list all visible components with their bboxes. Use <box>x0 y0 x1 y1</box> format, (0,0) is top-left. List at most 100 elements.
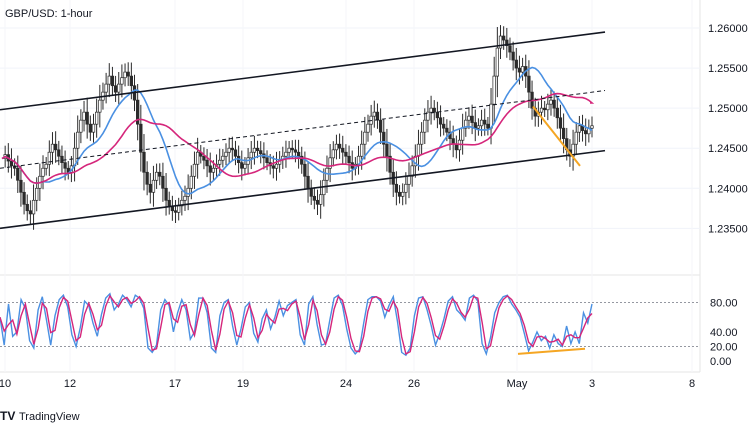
candle-body <box>120 77 124 85</box>
candle-body <box>113 85 118 93</box>
candle-body <box>372 111 376 117</box>
candle-body <box>337 143 342 149</box>
time-tick-label: 3 <box>589 378 595 390</box>
candle-body <box>107 75 111 85</box>
candle-body <box>315 199 320 205</box>
candle-body <box>139 123 143 153</box>
candle-body <box>173 210 178 213</box>
candle-body <box>511 51 515 61</box>
candle-body <box>539 107 544 113</box>
candle-body <box>505 39 509 47</box>
candle-body <box>296 151 301 157</box>
candle-body <box>312 195 317 201</box>
candle-body <box>233 149 238 157</box>
channel-lower-line <box>0 149 606 230</box>
candle-body <box>148 183 152 193</box>
candle-body <box>546 103 550 111</box>
candle-body <box>438 117 443 125</box>
oscillator-pane <box>0 292 700 357</box>
candle-body <box>205 159 209 167</box>
axes: 1.26000 1.25500 1.25000 1.24500 1.24000 1.235… <box>0 23 748 390</box>
candle-body <box>271 165 275 169</box>
chart-title: GBP/USD: 1-hour <box>5 8 93 20</box>
candle-body <box>426 111 430 121</box>
oscillator-tick-label: 80.00 <box>710 298 738 310</box>
candle-body <box>98 99 102 113</box>
candle-body <box>161 175 165 189</box>
candle-body <box>435 111 440 119</box>
price-tick-label: 1.25500 <box>708 63 748 75</box>
channel-mid-line <box>0 90 606 169</box>
candle-body <box>483 119 487 125</box>
candle-body <box>164 187 168 201</box>
candle-body <box>363 131 367 145</box>
candle-body <box>460 127 465 141</box>
candle-body <box>28 210 33 215</box>
candle-body <box>104 83 108 93</box>
time-tick-label: 17 <box>169 378 181 390</box>
candle-body <box>95 111 99 125</box>
candle-body <box>189 175 193 189</box>
candle-body <box>293 149 298 153</box>
candle-body <box>145 171 149 185</box>
candle-body <box>416 143 421 157</box>
candle-body <box>16 167 20 181</box>
candle-body <box>158 171 162 177</box>
candle-body <box>473 122 477 129</box>
candle-body <box>454 143 458 151</box>
candle-body <box>498 35 503 49</box>
time-tick-label: 8 <box>689 378 695 390</box>
candle-body <box>555 107 559 119</box>
candle-body <box>91 123 96 133</box>
price-trendline <box>532 105 581 167</box>
candle-body <box>303 163 307 177</box>
candle-body <box>404 183 408 193</box>
tradingview-logo: TV TradingView <box>0 409 80 423</box>
candle-body <box>334 143 339 151</box>
candle-body <box>211 167 216 173</box>
candle-body <box>177 205 181 213</box>
candle-body <box>331 149 335 159</box>
candle-body <box>22 191 26 205</box>
price-tick-label: 1.24000 <box>708 183 748 195</box>
candle-body <box>558 117 563 129</box>
candle-body <box>123 71 127 79</box>
candle-body <box>470 115 474 123</box>
candle-body <box>590 125 594 129</box>
tradingview-logo-text: TradingView <box>19 411 80 423</box>
candle-body <box>479 119 484 127</box>
candle-body <box>328 157 332 169</box>
candle-body <box>306 175 310 189</box>
candle-body <box>489 103 493 129</box>
candle-body <box>202 155 206 161</box>
candle-body <box>527 75 531 93</box>
oscillator-tick-label: 0.00 <box>710 356 731 368</box>
candle-body <box>129 75 134 87</box>
candle-body <box>221 155 225 161</box>
candle-body <box>136 99 140 125</box>
candle-body <box>382 131 386 145</box>
candle-body <box>517 67 522 73</box>
blue-moving-average <box>1 66 593 195</box>
candle-body <box>344 151 348 157</box>
price-tick-label: 1.25000 <box>708 103 748 115</box>
candle-body <box>142 151 146 173</box>
candle-body <box>76 131 80 149</box>
candle-body <box>63 162 67 169</box>
stochastic-d-line <box>0 294 593 355</box>
candle-body <box>290 147 294 151</box>
candle-body <box>486 123 490 129</box>
candle-body <box>543 107 547 111</box>
candle-body <box>57 149 61 157</box>
candle-body <box>230 147 234 151</box>
time-tick-label: 24 <box>340 378 352 390</box>
candle-body <box>240 162 244 169</box>
candle-body <box>419 131 424 145</box>
candle-body <box>423 119 427 133</box>
candle-body <box>35 187 39 201</box>
candle-body <box>502 35 506 41</box>
candle-body <box>319 194 323 205</box>
candle-body <box>445 127 449 133</box>
candle-body <box>514 59 518 69</box>
